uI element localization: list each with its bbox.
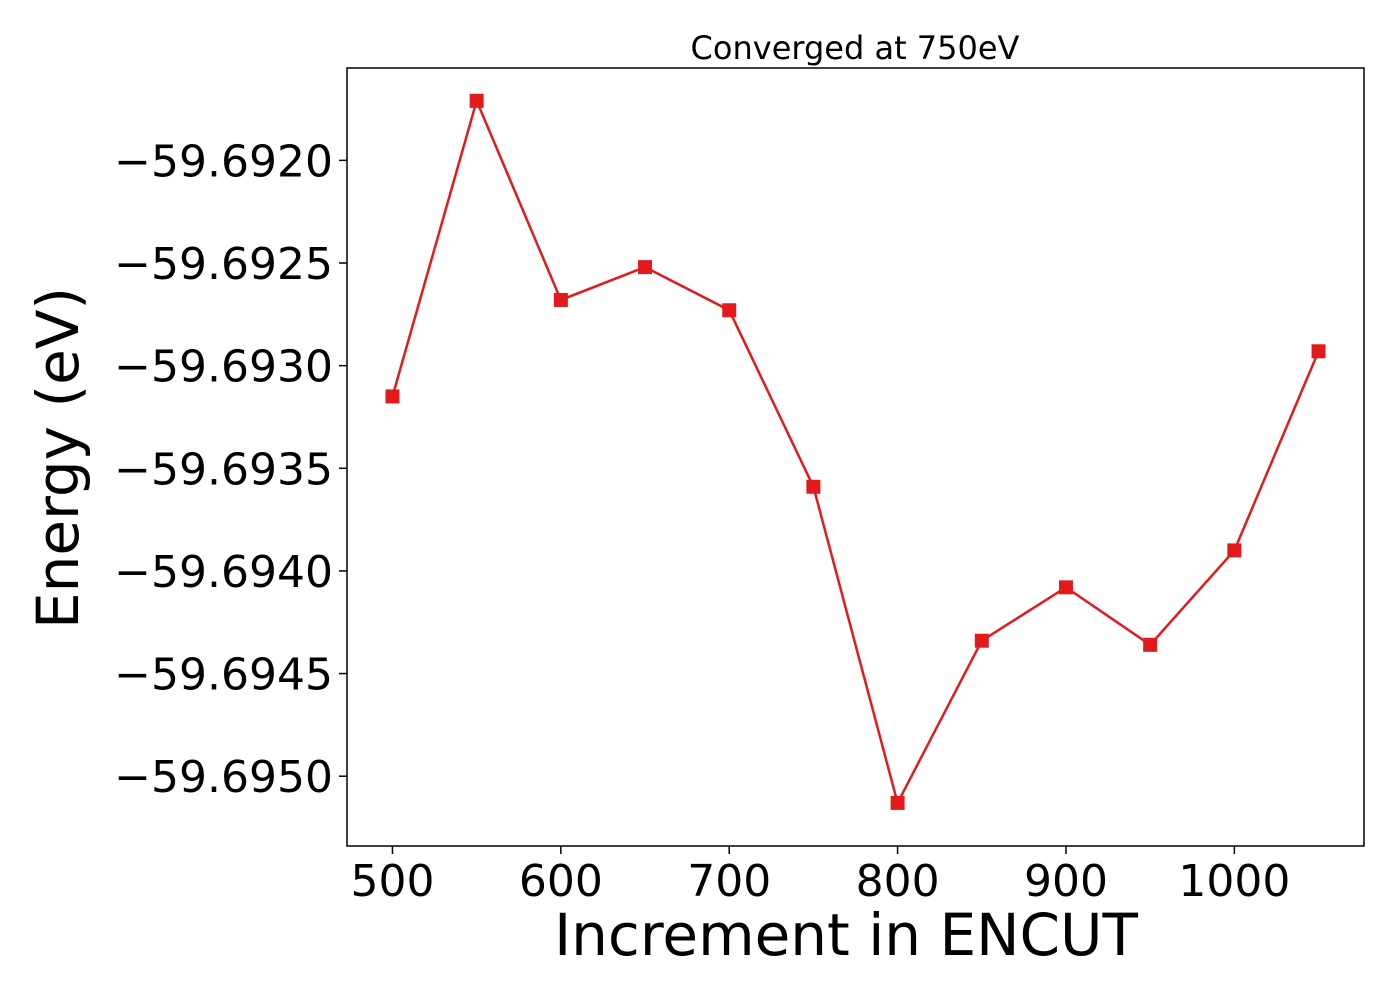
y-axis-ticks: −59.6920 −59.6925 −59.6930 −59.6935 −59.6940… [114, 136, 347, 803]
x-axis-label: Increment in ENCUT [554, 901, 1138, 969]
data-point [638, 260, 653, 275]
x-tick-label: 900 [1024, 856, 1108, 907]
y-tick-label: −59.6925 [114, 239, 333, 290]
data-point [806, 479, 821, 494]
y-tick-label: −59.6945 [114, 650, 333, 701]
plot-area [346, 67, 1365, 847]
data-point [553, 292, 568, 307]
x-tick-label: 800 [856, 856, 940, 907]
y-tick-label: −59.6935 [114, 444, 333, 495]
y-tick-label: −59.6930 [114, 342, 333, 393]
series-layer [385, 93, 1326, 810]
series-line [391, 97, 1320, 807]
data-point [385, 389, 400, 404]
data-point [1311, 344, 1326, 359]
data-point [974, 633, 989, 648]
x-tick-label: 500 [350, 856, 434, 907]
data-point [469, 93, 484, 108]
y-tick-label: −59.6950 [114, 752, 333, 803]
y-axis-label: Energy (eV) [24, 287, 92, 629]
data-point [1058, 580, 1073, 595]
data-point [1143, 637, 1158, 652]
data-point [722, 303, 737, 318]
data-point [890, 795, 905, 810]
y-tick-label: −59.6940 [114, 547, 333, 598]
x-axis-ticks: 500 600 700 800 900 1000 [350, 846, 1290, 907]
data-point [1227, 543, 1242, 558]
x-tick-label: 1000 [1178, 856, 1290, 907]
x-tick-label: 600 [519, 856, 603, 907]
y-tick-label: −59.6920 [114, 136, 333, 187]
chart-title: Converged at 750eV [691, 29, 1020, 67]
x-tick-label: 700 [687, 856, 771, 907]
